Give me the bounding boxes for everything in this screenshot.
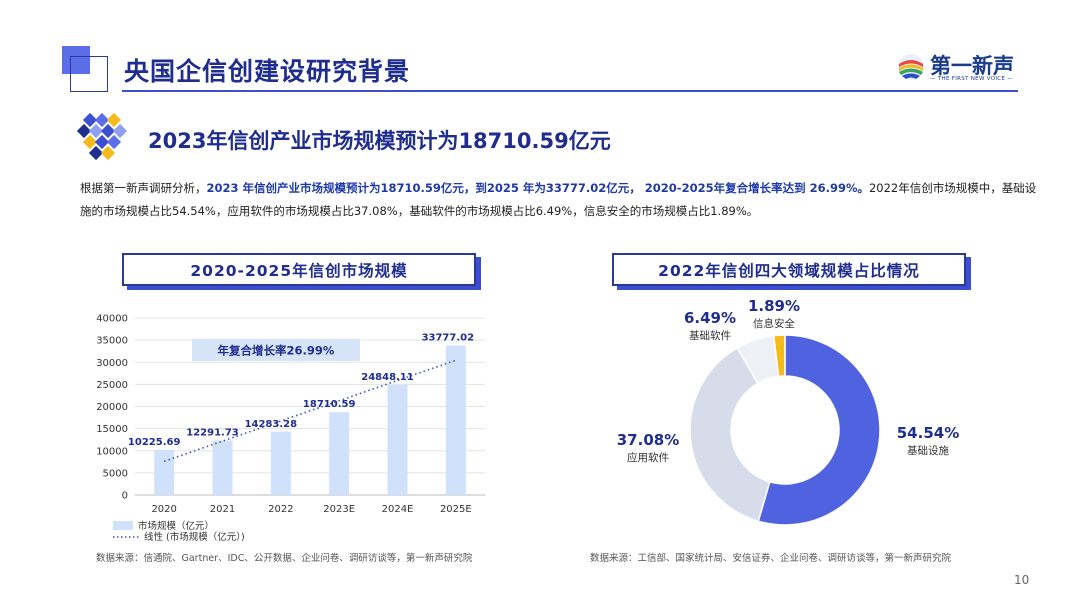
paragraph-rest: 2022年信创市场规模中，基础设施的市场规模占比54.54%，应用软件的市场规模…	[80, 181, 1037, 218]
bar	[329, 412, 350, 495]
section-headline: 2023年信创产业市场规模预计为18710.59亿元	[148, 129, 611, 153]
cagr-annotation-text: 年复合增长率26.99%	[218, 344, 335, 358]
donut-slice	[689, 346, 771, 523]
slice-percent-label: 37.08%	[617, 431, 679, 449]
logo-icon	[898, 54, 924, 80]
x-tick-label: 2025E	[440, 504, 472, 515]
bar	[154, 449, 175, 495]
y-tick-label: 30000	[96, 358, 128, 369]
market-size-bar-chart: 0 5000 10000 15000 20000 25000 30000 35000 40000…	[96, 314, 485, 543]
right-chart-source: 数据来源：工信部、国家统计局、安信证券、企业问卷、调研访谈等，第一新声研究院	[590, 553, 952, 564]
logo-text: 第一新声	[930, 54, 1014, 78]
donut-slice	[772, 334, 786, 378]
y-tick-label: 10000	[96, 446, 128, 457]
bar	[445, 345, 466, 495]
y-tick-label: 40000	[96, 314, 128, 325]
bar-value-label: 24848.11	[361, 372, 414, 383]
bar	[212, 440, 233, 495]
y-tick-label: 0	[122, 491, 128, 502]
header-decor-outline	[70, 56, 108, 92]
x-tick-label: 2023E	[323, 504, 355, 515]
summary-paragraph: 根据第一新声调研分析，2023 年信创产业市场规模预计为18710.59亿元，到…	[80, 177, 1040, 223]
slice-category-label: 基础设施	[907, 444, 949, 457]
bar-value-label: 33777.02	[422, 333, 475, 344]
x-tick-label: 2024E	[382, 504, 414, 515]
page-title: 央国企信创建设研究背景	[124, 57, 411, 86]
bar-value-label: 10225.69	[128, 437, 181, 448]
x-tick-label: 2020	[151, 504, 176, 515]
left-chart-title: 2020-2025年信创市场规模	[122, 253, 476, 286]
sector-share-donut-chart: 54.54% 基础设施 37.08% 应用软件 6.49% 基础软件 1.89% 信息安全	[617, 297, 959, 526]
slice-percent-label: 1.89%	[748, 297, 800, 315]
paragraph-intro: 根据第一新声调研分析，	[80, 181, 207, 195]
bar	[270, 431, 291, 495]
bar-value-label: 12291.73	[186, 428, 239, 439]
paragraph-highlight: 2023 年信创产业市场规模预计为18710.59亿元，到2025 年为3377…	[206, 181, 869, 195]
x-tick-label: 2022	[268, 504, 293, 515]
legend-bar-label: 市场规模（亿元）	[138, 520, 214, 532]
bar-value-label: 18710.59	[303, 399, 356, 410]
y-tick-label: 20000	[96, 402, 128, 413]
donut-slice	[757, 334, 881, 526]
bar	[387, 385, 408, 495]
legend-trend-label: 线性 (市场规模（亿元）)	[144, 531, 245, 543]
logo-subtext: — THE FIRST NEW VOICE —	[930, 76, 1014, 82]
cagr-annotation-box	[192, 339, 360, 361]
legend-bar-swatch	[113, 521, 133, 530]
slice-percent-label: 54.54%	[897, 424, 959, 442]
trend-line	[163, 359, 457, 463]
diamond-pattern-icon	[76, 112, 128, 161]
slice-category-label: 信息安全	[753, 317, 795, 330]
y-tick-label: 15000	[96, 424, 128, 435]
header-divider	[122, 90, 1018, 92]
right-chart-title: 2022年信创四大领域规模占比情况	[612, 253, 966, 286]
slice-category-label: 基础软件	[689, 329, 731, 342]
slice-percent-label: 6.49%	[684, 309, 736, 327]
page-number: 10	[1014, 573, 1030, 587]
header-decor-square	[62, 46, 90, 74]
slice-category-label: 应用软件	[627, 451, 669, 464]
left-chart-source: 数据来源：信通院、Gartner、IDC、公开数据、企业问卷、调研访谈等，第一新…	[96, 553, 473, 564]
y-tick-label: 25000	[96, 380, 128, 391]
x-tick-label: 2021	[210, 504, 235, 515]
y-tick-label: 35000	[96, 336, 128, 347]
y-tick-label: 5000	[103, 468, 128, 479]
